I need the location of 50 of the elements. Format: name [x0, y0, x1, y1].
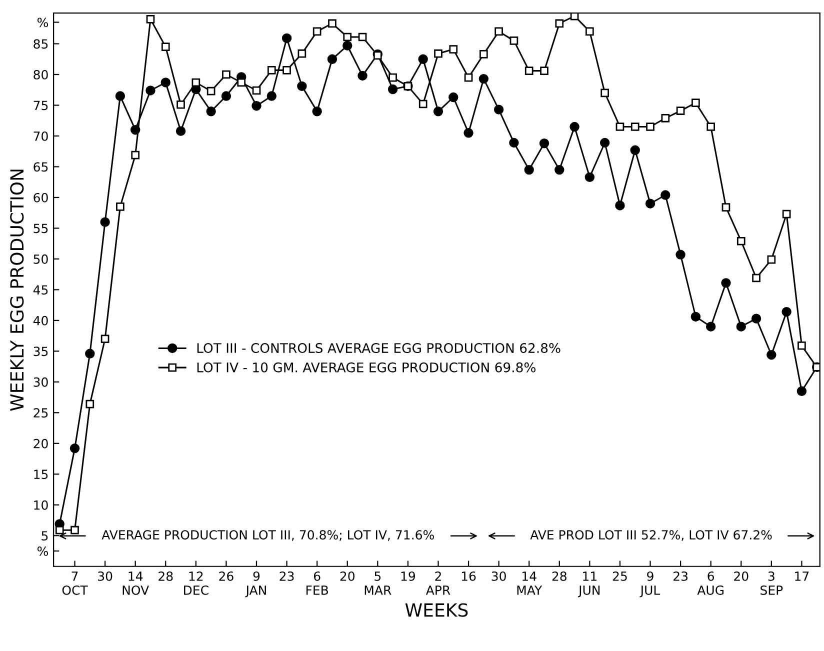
y-tick-label: 15: [34, 470, 48, 480]
x-tick-label: 25: [612, 571, 627, 581]
y-tick-label: 50: [34, 254, 48, 264]
y-tick-label: 20: [34, 438, 48, 448]
x-tick-label: 9 JUL: [640, 571, 660, 598]
x-tick-label: 30: [492, 571, 506, 581]
y-tick-label: %: [38, 18, 48, 28]
x-tick-label: 6 AUG: [697, 571, 724, 595]
x-tick-label: 5 MAR: [364, 572, 392, 595]
x-tick-label: 30: [98, 571, 112, 581]
x-tick-label: 28: [158, 571, 173, 581]
y-tick-label: 80: [34, 70, 48, 80]
y-tick-label: 35: [34, 346, 48, 356]
y-tick-label: 75: [34, 100, 48, 110]
x-tick-label: 14 NOV: [122, 572, 149, 595]
x-tick-label: 16: [462, 571, 476, 581]
x-tick-label: 9 JAN: [245, 571, 266, 598]
x-tick-label: 3 SEP: [760, 571, 783, 595]
y-tick-label: 70: [34, 131, 48, 141]
y-tick-label: %: [38, 546, 48, 556]
x-axis-title: WEEKS: [405, 603, 468, 617]
legend-label: LOT III - CONTROLS AVERAGE EGG PRODUCTION 62.8%: [197, 343, 560, 354]
x-tick-label: 23: [674, 571, 688, 581]
x-tick-label: 23: [280, 571, 294, 581]
x-tick-label: 14 MAY: [517, 572, 542, 595]
x-tick-label: 20: [734, 571, 748, 581]
legend-label: LOT IV - 10 GM. AVERAGE EGG PRODUCTION 69.8%: [197, 362, 536, 372]
y-tick-label: 10: [34, 500, 48, 510]
x-tick-label: 2 APR: [426, 571, 450, 595]
y-tick-label: 40: [33, 316, 48, 326]
x-tick-label: 20: [340, 571, 354, 581]
y-tick-label: 65: [34, 162, 48, 172]
x-tick-label: 26: [219, 571, 234, 581]
x-tick-label: 28: [552, 571, 566, 581]
y-tick-label: 55: [34, 224, 48, 234]
y-tick-label: 45: [33, 285, 48, 295]
annotation: AVERAGE PRODUCTION LOT III, 70.8%; LOT IV, 71.6%: [102, 530, 434, 541]
annotation: AVE PROD LOT III 52.7%, LOT IV 67.2%: [530, 530, 772, 541]
y-tick-label: 30: [34, 377, 48, 387]
x-tick-label: 19: [401, 571, 416, 581]
y-tick-label: 85: [34, 39, 48, 49]
x-tick-label: 11 JUN: [578, 572, 600, 598]
y-tick-label: 25: [34, 408, 48, 418]
x-tick-label: 7 OCT: [62, 572, 88, 595]
y-axis-title: WEEKLY EGG PRODUCTION: [10, 170, 24, 411]
x-tick-label: 6 FEB: [306, 571, 328, 595]
x-tick-label: 17: [795, 572, 809, 581]
y-tick-label: 60: [34, 192, 48, 202]
y-tick-label: 5: [42, 531, 48, 541]
x-tick-label: 12 DEC: [184, 571, 208, 595]
